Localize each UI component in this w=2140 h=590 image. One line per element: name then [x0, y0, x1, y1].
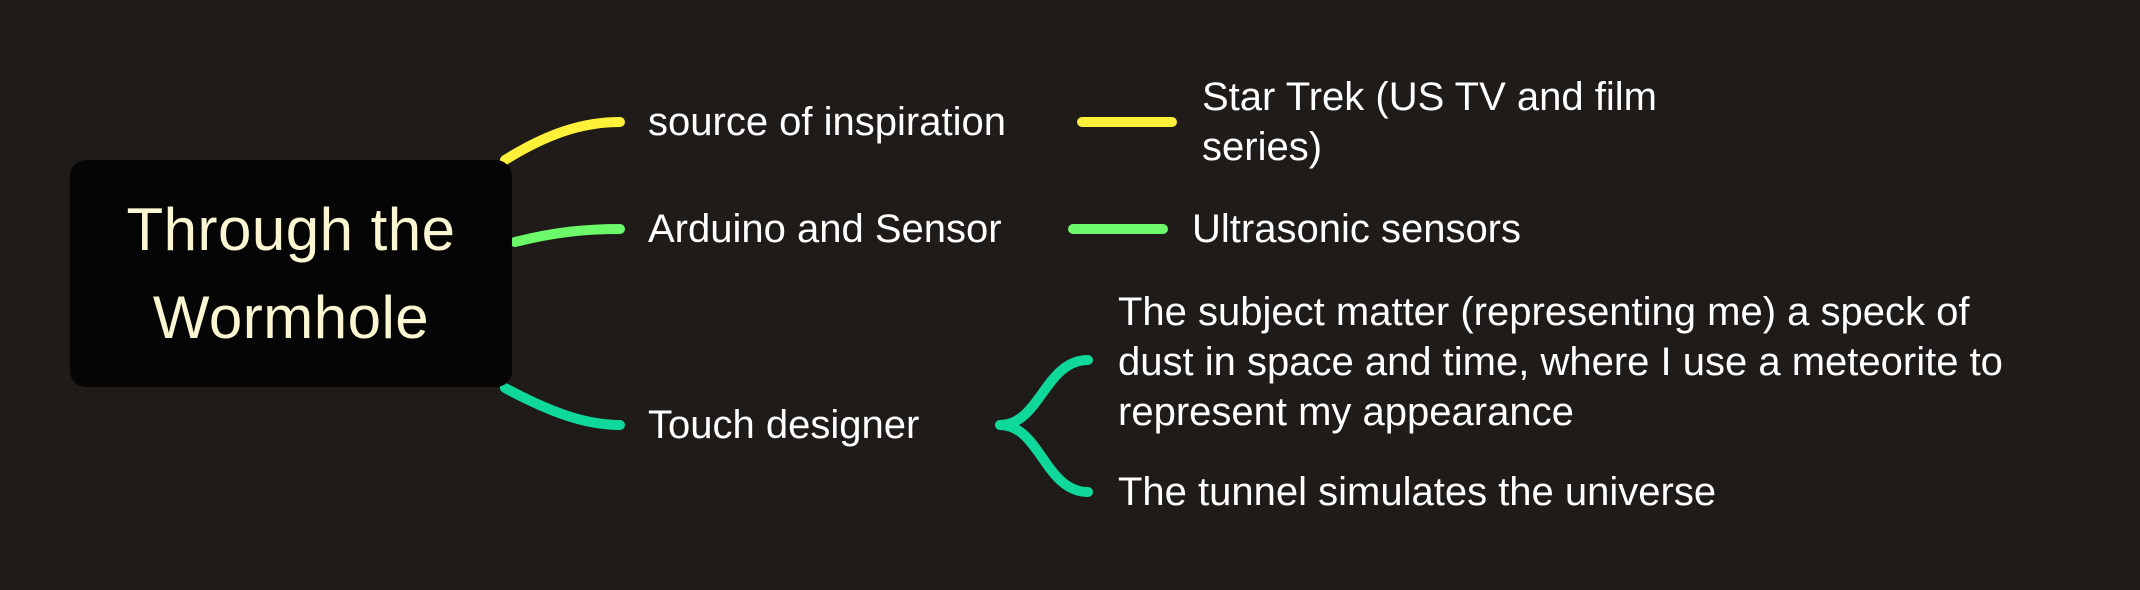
leaf-star-trek[interactable]: Star Trek (US TV and film series)	[1202, 75, 1657, 169]
root-title: Through the Wormhole	[126, 195, 456, 351]
connector-touch-designer-to-subject-matter	[995, 355, 1093, 430]
leaf-tunnel-simulates-universe[interactable]: The tunnel simulates the universe	[1118, 470, 1717, 514]
leaf-subject-matter[interactable]: The subject matter (representing me) a s…	[1118, 290, 2003, 434]
connector-root-to-touch-designer	[500, 383, 625, 430]
root-node[interactable]: Through the Wormhole	[70, 160, 512, 387]
topic-arduino-and-sensor[interactable]: Arduino and Sensor	[648, 207, 1002, 251]
topic-source-of-inspiration[interactable]: source of inspiration	[648, 100, 1006, 144]
topic-touch-designer[interactable]: Touch designer	[648, 403, 920, 447]
connector-touch-designer-to-tunnel	[995, 420, 1093, 497]
connector-root-to-arduino	[510, 224, 625, 247]
connector-root-to-inspiration	[500, 117, 625, 165]
leaf-ultrasonic-sensors[interactable]: Ultrasonic sensors	[1192, 207, 1522, 251]
